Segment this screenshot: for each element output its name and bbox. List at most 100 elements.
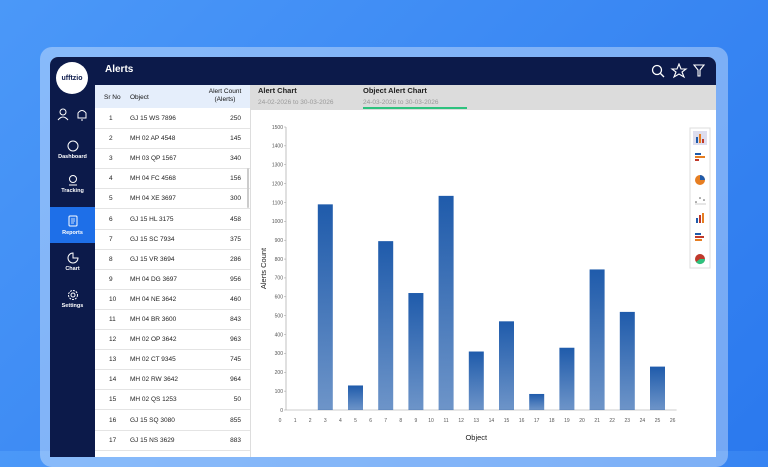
plot: 0100200300400500600700800900100011001200… xyxy=(259,125,677,442)
table-row[interactable]: 3 MH 03 QP 1567 340 xyxy=(95,148,250,170)
table-row[interactable]: 2 MH 02 AP 4548 145 xyxy=(95,128,250,150)
column-header: Sr No xyxy=(104,94,121,101)
bar xyxy=(559,347,575,410)
table-row[interactable]: 17 GJ 15 NS 3629 883 xyxy=(95,430,250,451)
y-tick-label: 300 xyxy=(275,351,284,357)
y-tick-label: 700 xyxy=(275,276,284,282)
sr-no: 7 xyxy=(109,235,113,243)
x-tick-label: 16 xyxy=(519,418,525,424)
y-tick-label: 400 xyxy=(275,332,284,338)
search-icon[interactable] xyxy=(651,64,663,76)
table-row[interactable]: 4 MH 04 FC 4568 156 xyxy=(95,168,250,190)
object: MH 04 FC 4568 xyxy=(130,175,176,183)
nav-item[interactable]: Tracking xyxy=(50,174,95,200)
x-tick-label: 2 xyxy=(309,418,312,424)
tool-pie-chart[interactable] xyxy=(695,175,705,185)
nav-icon xyxy=(68,215,77,227)
alert-count: 375 xyxy=(230,235,241,243)
table-row[interactable]: 16 GJ 15 SQ 3080 855 xyxy=(95,410,250,431)
sr-no: 14 xyxy=(109,376,117,384)
nav-item-active[interactable]: Reports xyxy=(50,207,95,243)
object: GJ 15 SC 7934 xyxy=(130,235,175,243)
tool-donut-chart[interactable] xyxy=(695,254,705,264)
logo[interactable]: ufftzio xyxy=(56,62,88,94)
bell-icon[interactable] xyxy=(77,110,87,121)
table-row[interactable]: 7 GJ 15 SC 7934 375 xyxy=(95,229,250,250)
nav-item[interactable]: Chart xyxy=(50,252,95,278)
tab-label[interactable]: Object Alert Chart xyxy=(363,86,427,95)
table-row[interactable]: 9 MH 04 DG 3697 956 xyxy=(95,269,250,290)
sr-no: 9 xyxy=(109,275,113,283)
tool-bar-chart[interactable] xyxy=(696,134,704,143)
x-tick-label: 6 xyxy=(369,418,372,424)
chart-tools xyxy=(689,127,711,269)
alert-count: 50 xyxy=(233,396,241,404)
x-tick-label: 11 xyxy=(443,418,448,424)
x-tick-label: 23 xyxy=(625,418,631,424)
tab-label[interactable]: Alert Chart xyxy=(258,86,297,95)
x-tick-label: 19 xyxy=(564,418,570,424)
nav-item[interactable]: Dashboard xyxy=(50,140,95,166)
object: MH 02 QS 1253 xyxy=(130,396,177,404)
active-tab-underline xyxy=(363,107,467,109)
sr-no: 1 xyxy=(109,115,113,122)
user-icon[interactable] xyxy=(59,108,67,116)
table-row[interactable]: 10 MH 04 NE 3642 460 xyxy=(95,289,250,310)
sr-no: 2 xyxy=(109,135,113,143)
tool-scatter-chart[interactable] xyxy=(695,197,706,205)
table-row[interactable]: 11 MH 04 BR 3600 843 xyxy=(95,309,250,330)
object: MH 02 CT 9345 xyxy=(130,356,176,364)
x-tick-label: 1 xyxy=(294,418,297,424)
table-row[interactable]: 6 GJ 15 HL 3175 458 xyxy=(95,209,250,230)
table-row[interactable]: 15 MH 02 QS 1253 50 xyxy=(95,389,250,411)
x-tick-label: 12 xyxy=(458,418,464,424)
top-bar: Alerts xyxy=(95,57,716,85)
x-tick-label: 9 xyxy=(415,418,418,424)
bar xyxy=(529,393,545,410)
tab-bar xyxy=(250,85,716,110)
x-tick-label: 15 xyxy=(504,418,510,424)
user-icons xyxy=(57,108,87,121)
nav-label: Tracking xyxy=(61,188,84,194)
table-row[interactable]: 5 MH 04 XE 3697 300 xyxy=(95,188,250,210)
y-axis-label: Alerts Count xyxy=(259,247,268,289)
object: GJ 15 VR 3694 xyxy=(130,255,175,263)
tool-stacked-chart[interactable] xyxy=(696,213,704,223)
y-tick-label: 100 xyxy=(275,389,284,395)
object: MH 04 BR 3600 xyxy=(130,316,177,323)
table-row[interactable]: 1 GJ 15 WS 7896 250 xyxy=(95,108,250,129)
x-tick-label: 5 xyxy=(354,418,357,424)
y-tick-label: 1300 xyxy=(272,163,283,169)
alert-count: 458 xyxy=(230,215,241,223)
tab-date: 24-02-2026 to 30-03-2026 xyxy=(258,99,334,106)
x-tick-label: 8 xyxy=(399,418,402,424)
alerts-table: Sr No Object Alert Count (Alerts) 1 GJ 15… xyxy=(95,85,251,457)
column-header: Alert Count (Alerts) xyxy=(208,88,242,103)
tool-hbar-chart[interactable] xyxy=(695,153,705,161)
nav-icon xyxy=(67,140,78,152)
alert-count: 843 xyxy=(230,316,241,323)
star-icon[interactable] xyxy=(670,63,688,79)
x-tick-label: 4 xyxy=(339,418,342,424)
bar xyxy=(408,293,424,410)
y-tick-label: 1500 xyxy=(272,125,283,131)
y-tick-label: 600 xyxy=(275,295,284,301)
table-row[interactable]: 14 MH 02 RW 3642 964 xyxy=(95,369,250,391)
nav-item[interactable]: Settings xyxy=(50,289,95,315)
y-tick-label: 1000 xyxy=(272,219,283,225)
page-title: Alerts xyxy=(105,64,134,75)
table-row[interactable]: 8 GJ 15 VR 3694 286 xyxy=(95,249,250,270)
table-row[interactable]: 12 MH 02 OP 3642 963 xyxy=(95,329,250,351)
object: MH 02 OP 3642 xyxy=(130,336,177,344)
alert-count: 250 xyxy=(230,115,241,122)
y-tick-label: 900 xyxy=(275,238,284,244)
table-row[interactable]: 13 MH 02 CT 9345 745 xyxy=(95,349,250,371)
x-tick-label: 7 xyxy=(384,418,387,424)
scrollbar[interactable] xyxy=(247,168,249,208)
object: MH 04 XE 3697 xyxy=(130,195,176,203)
x-tick-label: 21 xyxy=(594,418,600,424)
tool-stacked-hbar[interactable] xyxy=(695,233,704,241)
sidebar: ufftzio Dashboard Tracking Reports Chart… xyxy=(50,57,95,457)
sr-no: 8 xyxy=(109,255,113,263)
filter-icon[interactable] xyxy=(692,64,706,77)
